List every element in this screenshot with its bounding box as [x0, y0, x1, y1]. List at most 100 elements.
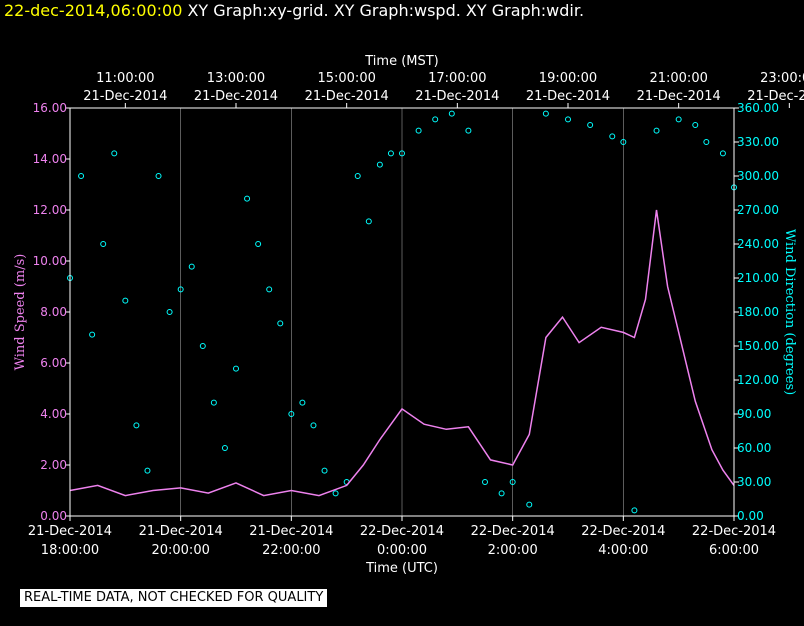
wind-direction-point: [255, 241, 262, 247]
left-tick-label: 16.00: [33, 101, 67, 115]
bottom-tick-date: 22-Dec-2014: [692, 524, 776, 539]
wind-speed-series: [69, 209, 735, 497]
wind-direction-point: [631, 507, 638, 514]
wind-direction-point: [299, 399, 306, 406]
right-tick-label: 180.00: [737, 305, 779, 319]
bottom-tick-time: 22:00:00: [262, 543, 320, 558]
right-tick-label: 150.00: [737, 339, 779, 353]
wind-direction-point: [288, 411, 295, 417]
wind-direction-point: [266, 286, 273, 293]
wind-direction-point: [675, 116, 682, 123]
left-tick-label: 6.00: [40, 356, 67, 370]
wind-direction-point: [448, 110, 455, 117]
top-tick-time: 13:00:00: [207, 71, 265, 86]
wind-direction-point: [526, 501, 533, 508]
wind-direction-point: [387, 150, 394, 157]
wind-direction-point: [78, 173, 85, 179]
header-timestamp: 22-dec-2014,06:00:00: [4, 1, 183, 20]
wind-direction-point: [199, 343, 206, 349]
wind-direction-point: [399, 150, 405, 157]
wind-direction-point: [166, 309, 173, 315]
top-tick-time: 19:00:00: [539, 71, 597, 86]
wind-direction-point: [542, 110, 549, 117]
bottom-tick-date: 22-Dec-2014: [360, 524, 444, 539]
left-tick-label: 2.00: [40, 458, 67, 472]
right-tick-label: 60.00: [737, 441, 771, 455]
top-tick-time: 15:00:00: [317, 71, 375, 86]
wind-direction-point: [321, 467, 328, 474]
wind-direction-point: [719, 150, 726, 157]
left-tick-label: 12.00: [33, 203, 67, 217]
wind-direction-point: [587, 122, 594, 128]
wind-direction-point: [100, 241, 107, 247]
left-axis: 0.00 2.00 4.00 6.00 8.00 10.00 12.00 14.00 16.00: [33, 101, 70, 523]
right-tick-label: 240.00: [737, 237, 779, 251]
vertical-grid: [69, 108, 735, 516]
quality-disclaimer: REAL-TIME DATA, NOT CHECKED FOR QUALITY: [20, 589, 328, 607]
right-tick-label: 210.00: [737, 271, 779, 285]
wind-direction-point: [210, 399, 217, 406]
wind-direction-point: [354, 173, 361, 179]
wind-direction-point: [365, 218, 372, 225]
left-tick-label: 10.00: [33, 254, 67, 268]
bottom-tick-time: 2:00:00: [488, 543, 538, 558]
wind-direction-point: [565, 116, 571, 123]
wind-direction-point: [653, 127, 660, 134]
bottom-tick-time: 6:00:00: [709, 543, 759, 558]
bottom-tick-time: 18:00:00: [41, 543, 99, 558]
bottom-tick-date: 21-Dec-2014: [249, 524, 333, 539]
top-tick-date: 21-Dec-2014: [83, 89, 167, 104]
right-tick-label: 0.00: [737, 509, 764, 523]
wind-direction-point: [233, 365, 239, 372]
top-tick-date: 21-Dec-2014: [526, 89, 610, 104]
wind-direction-point: [244, 195, 251, 202]
wind-direction-point: [133, 422, 140, 429]
wind-direction-point: [177, 286, 184, 293]
top-tick-date: 21-Dec-2014: [747, 89, 804, 104]
wind-direction-point: [509, 479, 516, 485]
wind-direction-point: [498, 490, 505, 497]
wind-direction-point: [415, 127, 422, 134]
top-tick-time: 17:00:00: [428, 71, 486, 86]
top-tick-date: 21-Dec-2014: [305, 89, 389, 104]
wind-direction-point: [432, 116, 439, 123]
left-tick-label: 14.00: [33, 152, 67, 166]
right-tick-label: 90.00: [737, 407, 771, 421]
left-tick-label: 0.00: [40, 509, 67, 523]
top-axis: 11:00:00 21-Dec-2014 13:00:00 21-Dec-2014 15…: [83, 71, 804, 108]
wind-direction-point: [310, 422, 317, 429]
left-tick-label: 4.00: [40, 407, 67, 421]
top-tick-time: 23:00:00: [760, 71, 804, 86]
bottom-tick-date: 21-Dec-2014: [28, 524, 112, 539]
right-tick-label: 360.00: [737, 101, 779, 115]
wind-direction-point: [332, 490, 339, 497]
right-axis-title: Wind Direction (degrees): [782, 229, 797, 395]
top-tick-time: 21:00:00: [649, 71, 707, 86]
wind-direction-point: [482, 479, 488, 485]
page-header: 22-dec-2014,06:00:00 XY Graph:xy-grid. X…: [4, 1, 584, 20]
wind-direction-point: [465, 127, 472, 134]
top-tick-date: 21-Dec-2014: [194, 89, 278, 104]
top-tick-date: 21-Dec-2014: [415, 89, 499, 104]
left-axis-title: Wind Speed (m/s): [13, 254, 28, 371]
bottom-axis-title: Time (UTC): [365, 561, 438, 576]
right-tick-label: 30.00: [737, 475, 771, 489]
wind-direction-point: [111, 150, 118, 157]
right-tick-label: 270.00: [737, 203, 779, 217]
top-tick-date: 21-Dec-2014: [637, 89, 721, 104]
left-tick-label: 8.00: [40, 305, 67, 319]
bottom-tick-date: 22-Dec-2014: [581, 524, 665, 539]
wind-direction-point: [609, 133, 616, 140]
wind-speed-line: [69, 209, 735, 497]
wind-direction-point: [155, 173, 162, 179]
wind-direction-point: [122, 297, 129, 304]
right-tick-label: 120.00: [737, 373, 779, 387]
right-tick-label: 300.00: [737, 169, 779, 183]
wind-direction-point: [692, 122, 699, 128]
wind-direction-point: [144, 467, 151, 474]
bottom-tick-time: 0:00:00: [377, 543, 427, 558]
wind-direction-point: [277, 320, 284, 327]
wind-direction-point: [620, 139, 627, 145]
bottom-axis: 21-Dec-2014 18:00:00 21-Dec-2014 20:00:00 21…: [28, 516, 776, 558]
